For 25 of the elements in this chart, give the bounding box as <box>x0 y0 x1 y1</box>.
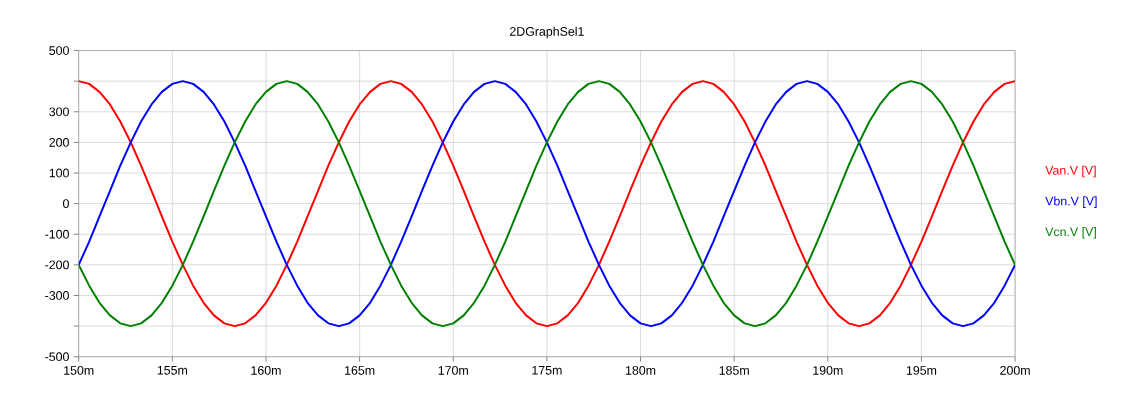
x-tick-label: 155m <box>157 365 187 375</box>
y-tick-label: 200 <box>49 137 69 147</box>
y-tick-label: 500 <box>49 45 69 55</box>
y-tick-label: -100 <box>45 229 69 239</box>
y-tick-label: -200 <box>45 260 69 270</box>
x-tick-label: 200m <box>1000 365 1030 375</box>
x-tick-label: 160m <box>251 365 281 375</box>
text: Van.V [V] <box>1045 165 1096 178</box>
x-tick-label: 165m <box>345 365 375 375</box>
x-tick-label: 195m <box>906 365 937 375</box>
y-tick-label: -500 <box>45 352 69 361</box>
y-tick-label: 0 <box>63 199 69 208</box>
text: Vcn.V [V] <box>1045 226 1096 239</box>
x-tick-label: 150m <box>64 365 94 375</box>
text: Vbn.V [V] <box>1045 196 1097 208</box>
x-tick-label: 175m <box>532 365 562 375</box>
x-tick-label: 190m <box>813 365 843 375</box>
y-tick-label: 100 <box>49 168 69 178</box>
x-tick-label: 180m <box>625 365 656 375</box>
x-tick-label: 170m <box>438 365 468 375</box>
x-tick-label: 185m <box>719 365 749 375</box>
y-tick-label: -300 <box>45 290 69 300</box>
line-series <box>78 80 1016 327</box>
chart-title: 2DGraphSel1 <box>509 26 584 39</box>
y-tick-label: 300 <box>49 107 69 116</box>
